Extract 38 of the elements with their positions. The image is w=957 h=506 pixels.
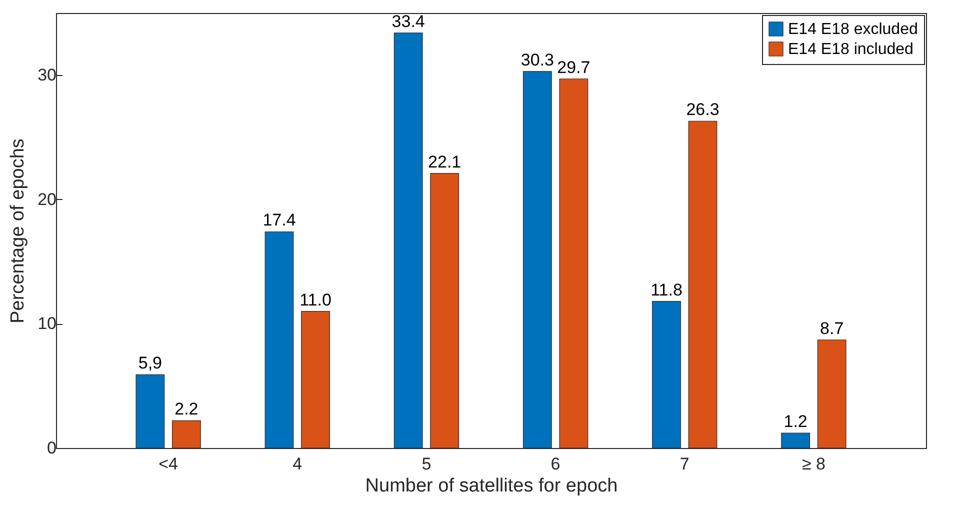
- bar: [559, 78, 588, 448]
- bar: [264, 231, 294, 448]
- data-label: 1.2: [784, 412, 808, 432]
- data-label: 8.7: [820, 318, 844, 338]
- y-tick-label: 30: [38, 66, 56, 85]
- bar: [817, 340, 846, 448]
- data-label: 33.4: [392, 12, 425, 31]
- bar: [781, 432, 810, 448]
- bar: [136, 374, 165, 448]
- y-tick-label: 0: [47, 438, 56, 458]
- bar: [301, 310, 330, 448]
- bar: [172, 420, 201, 448]
- x-tick-label: 4: [292, 454, 302, 474]
- data-label: 2.2: [174, 400, 198, 419]
- data-label: 11.8: [650, 280, 682, 300]
- x-tick-label: 7: [680, 454, 690, 474]
- x-tick-label: 5: [422, 454, 432, 474]
- data-label: 26.3: [686, 100, 720, 120]
- data-label: 30.3: [520, 50, 554, 70]
- bar: [688, 120, 718, 448]
- data-label: 5,9: [138, 354, 162, 373]
- data-label: 17.4: [262, 210, 296, 230]
- data-label: 11.0: [300, 290, 332, 310]
- x-tick-label: <4: [158, 454, 178, 474]
- data-label: 29.7: [557, 58, 590, 77]
- legend-label: E14 E18 included: [788, 41, 914, 58]
- y-axis-title: Percentage of epochs: [8, 138, 29, 324]
- x-tick-label: 6: [550, 454, 560, 474]
- x-tick-label: ≥ 8: [802, 454, 826, 474]
- x-axis-title: Number of satellites for epoch: [365, 476, 618, 496]
- data-label: 22.1: [428, 152, 462, 172]
- bar: [394, 32, 423, 448]
- bar: [430, 173, 460, 448]
- y-tick-label: 20: [38, 190, 56, 209]
- bar: [652, 301, 681, 448]
- y-tick-label: 10: [38, 314, 56, 334]
- legend-label: E14 E18 excluded: [788, 21, 918, 38]
- bar: [522, 71, 552, 448]
